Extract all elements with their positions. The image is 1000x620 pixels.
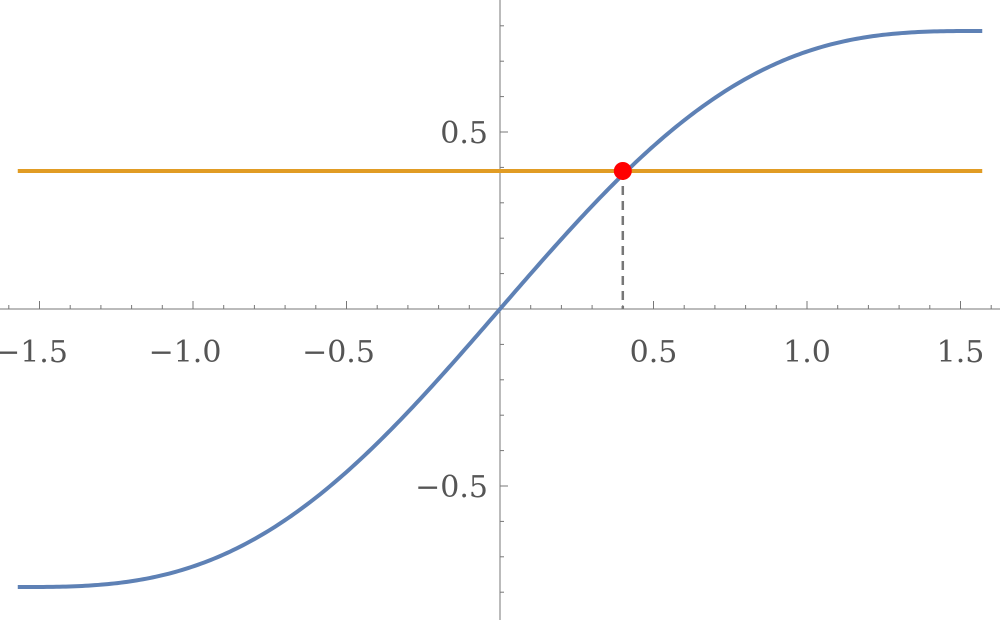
x-tick-label: −0.5: [302, 335, 375, 370]
x-tick-label: 1.5: [937, 335, 985, 370]
y-tick-label: 0.5: [440, 116, 488, 151]
x-tick-label: 1.0: [783, 335, 831, 370]
x-tick-label: −1.0: [149, 335, 222, 370]
ticks: [8, 25, 992, 593]
curve: [17, 28, 983, 590]
marks: [17, 28, 983, 590]
tick-labels: −1.5 −1.0 −0.5 0.5 1.0 1.5 0.5 −0.5: [0, 116, 984, 505]
y-tick-label: −0.5: [415, 470, 488, 505]
x-tick-label: −1.5: [0, 335, 68, 370]
x-tick-label: 0.5: [630, 335, 678, 370]
intersection-point: [613, 161, 632, 180]
